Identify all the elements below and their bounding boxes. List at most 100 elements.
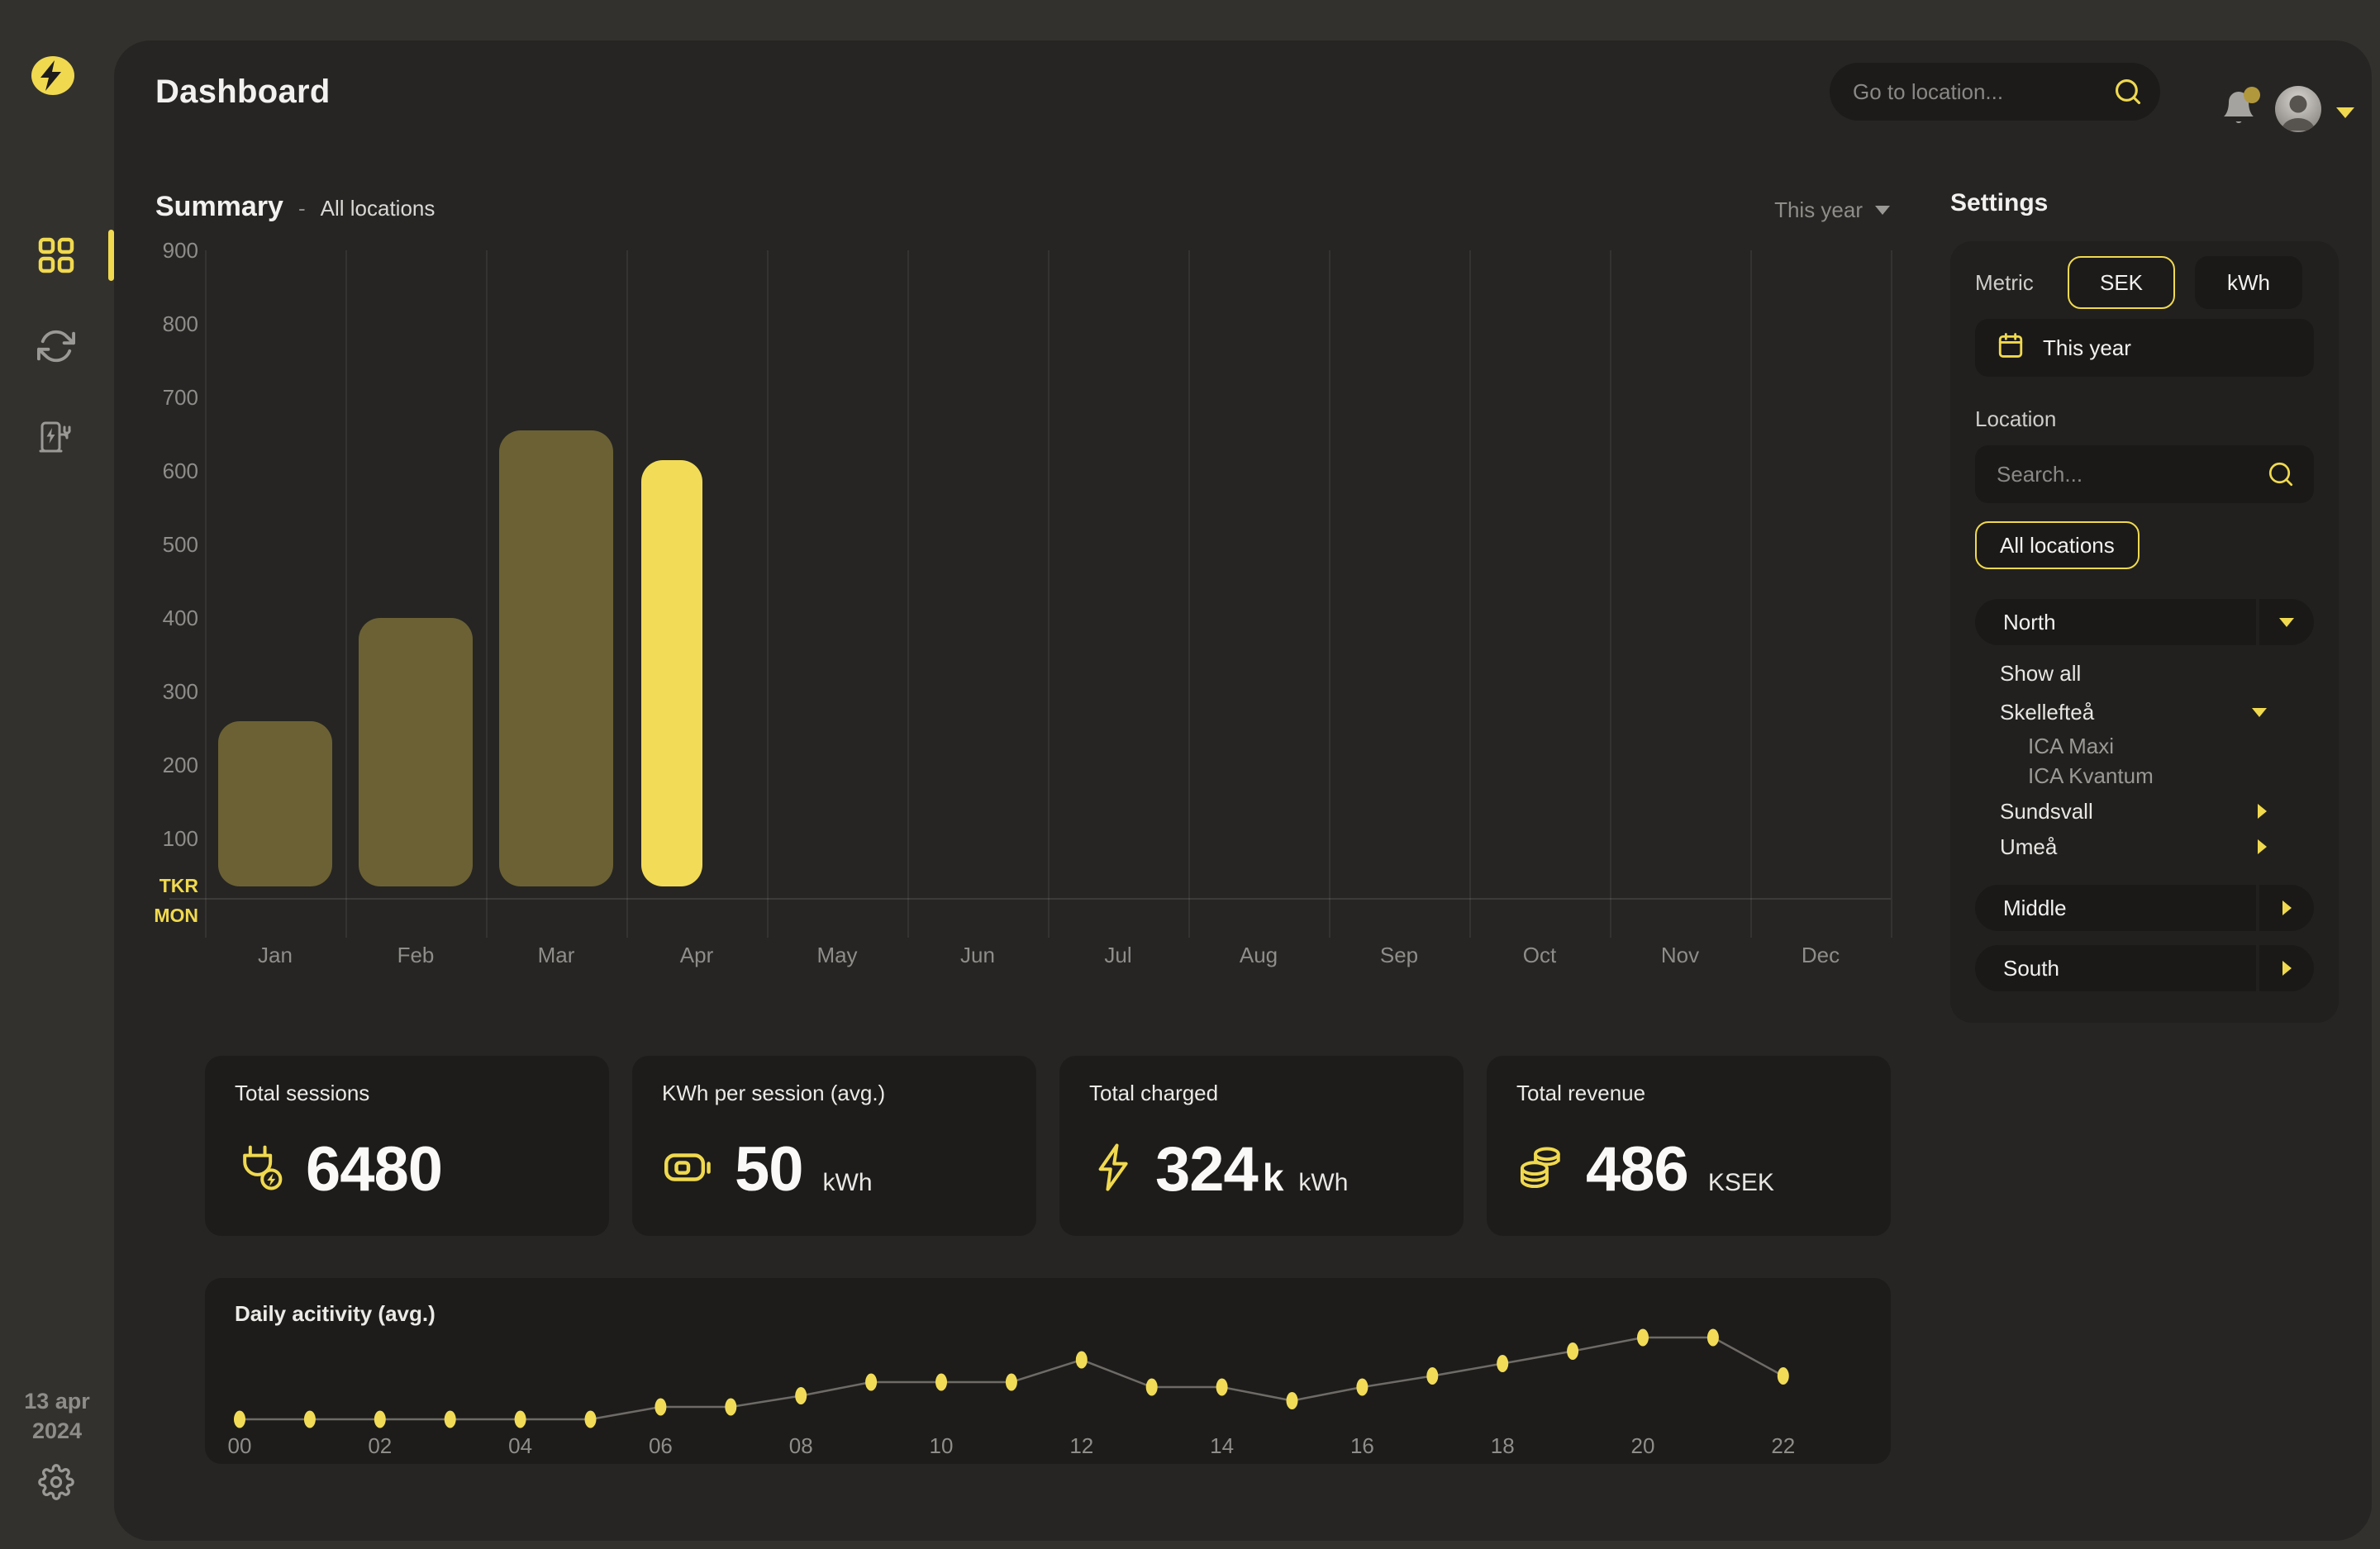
sidebar-item-chargers[interactable] [37,418,75,456]
sidebar: 13 apr 2024 [0,0,114,1549]
daily-activity-title: Daily acitivity (avg.) [235,1301,436,1326]
calendar-icon [1997,331,2025,365]
tree-item-label: Sundsvall [2000,798,2093,824]
daily-point-16 [1356,1378,1368,1396]
x-axis-month-label: Feb [397,943,435,967]
caret-right-icon [2258,804,2267,819]
tree-region-south[interactable]: South [1975,945,2314,991]
tree-region-caret-button[interactable] [2259,599,2314,645]
sidebar-item-dashboard[interactable] [37,236,75,274]
daily-point-01 [303,1410,316,1428]
daily-point-18 [1497,1355,1509,1372]
sidebar-item-sessions[interactable] [37,327,76,365]
chart-period-dropdown[interactable]: This year [1734,197,1891,223]
sidebar-item-settings[interactable] [38,1464,76,1502]
tree-region-middle[interactable]: Middle [1975,885,2314,931]
tree-item-label: Skellefteå [2000,699,2095,725]
settings-panel: Metric SEK kWh This year Location [1950,241,2339,1023]
x-axis-month-label: Jul [1104,943,1132,967]
x-axis-month-label: Oct [1522,943,1557,967]
daily-point-15 [1286,1392,1298,1409]
daily-point-12 [1075,1351,1088,1369]
chart-period-label: This year [1774,197,1863,222]
tree-region-caret-button[interactable] [2259,885,2314,931]
daily-x-tick-label: 12 [1069,1433,1093,1458]
chart-gridline [1188,250,1190,938]
stat-value: 6480 [306,1134,443,1205]
daily-x-tick-label: 16 [1350,1433,1374,1458]
daily-x-tick-label: 14 [1210,1433,1234,1458]
tree-item-label: ICA Maxi [2028,733,2115,758]
daily-x-tick-label: 10 [930,1433,954,1458]
daily-point-21 [1706,1328,1719,1347]
tree-item-ica-kvantum[interactable]: ICA Kvantum [1975,761,2314,791]
chart-gridline [1891,250,1892,938]
stat-value: 50 [735,1134,804,1205]
go-to-location-input[interactable] [1830,63,2160,121]
metric-option-sek[interactable]: SEK [2068,256,2175,309]
tree-region-caret-button[interactable] [2259,945,2314,991]
stat-card-total-sessions: Total sessions 6480 [205,1056,609,1236]
location-search-input[interactable] [1975,445,2314,503]
daily-point-22 [1777,1367,1789,1385]
chart-gridline [626,250,628,938]
y-axis-tick-label: 500 [162,532,198,557]
caret-right-icon [2282,900,2292,915]
sync-arrows-icon [37,330,76,363]
daily-point-00 [234,1410,245,1428]
settings-period-button[interactable]: This year [1975,319,2314,377]
y-axis-tick-label: 800 [162,311,198,336]
gear-icon [38,1464,74,1500]
tree-item-caret[interactable] [2257,803,2268,820]
stat-unit: KSEK [1707,1169,1774,1196]
chart-gridline [205,250,207,938]
x-axis-month-label: Jun [960,943,995,967]
user-avatar[interactable] [2275,86,2321,132]
tree-region-north[interactable]: North [1975,599,2314,645]
summary-header: Summary - All locations [155,191,435,223]
tree-item-caret[interactable] [2257,839,2268,855]
tree-item-skellefte[interactable]: Skellefteå [1975,696,2314,729]
notifications-button[interactable] [2219,87,2262,133]
stat-card-total-charged: Total charged 324 k kWh [1059,1056,1464,1236]
tree-item-label: Umeå [2000,834,2058,859]
daily-point-17 [1426,1367,1439,1385]
y-axis-unit-label: TKR [159,875,198,896]
location-section-label: Location [1975,406,2057,431]
y-axis-tick-label: 600 [162,459,198,483]
x-axis-month-label: Sep [1379,943,1419,967]
daily-activity-card: Daily acitivity (avg.) 00 02 04 06 08 10 12 14 1… [205,1278,1891,1464]
stat-card-total-revenue: Total revenue 486 KSEK [1487,1056,1891,1236]
summary-title: Summary [155,191,283,222]
daily-point-03 [444,1410,456,1428]
chart-gridline [1469,250,1471,938]
bar-mar [499,430,613,886]
location-tree: North Show all Skellefteå ICA Maxi ICA Kvant… [1975,599,2314,991]
main-content-card: Dashboard Summary - All locations This y… [114,40,2372,1541]
battery-icon [662,1143,715,1195]
tree-region-label: North [1975,599,2256,645]
sidebar-date-line2: 2024 [31,1418,83,1444]
chart-gridline [907,250,909,938]
stat-unit: kWh [822,1169,873,1196]
search-icon [2266,459,2296,493]
app-logo-bolt-icon[interactable] [31,56,74,99]
caret-down-icon [2252,707,2267,717]
bolt-icon [1089,1142,1135,1197]
sidebar-date-line1: 13 apr [24,1389,90,1414]
daily-x-tick-label: 06 [649,1433,673,1458]
user-menu-caret-down-icon[interactable] [2335,107,2355,123]
ev-charger-icon [39,421,71,453]
summary-scope-label: All locations [320,196,436,221]
metric-option-kwh[interactable]: kWh [2195,256,2302,309]
stat-suffix: k [1262,1156,1284,1199]
tree-item-ica-maxi[interactable]: ICA Maxi [1975,731,2314,761]
all-locations-chip[interactable]: All locations [1975,521,2140,569]
tree-item-show-all[interactable]: Show all [1975,657,2314,690]
daily-point-19 [1567,1342,1579,1360]
tree-item-caret[interactable] [2251,707,2268,718]
tree-item-label: ICA Kvantum [2028,763,2154,788]
tree-item-ume[interactable]: Umeå [1975,830,2314,863]
tree-item-sundsvall[interactable]: Sundsvall [1975,795,2314,828]
y-axis-tick-label: 200 [162,753,198,777]
